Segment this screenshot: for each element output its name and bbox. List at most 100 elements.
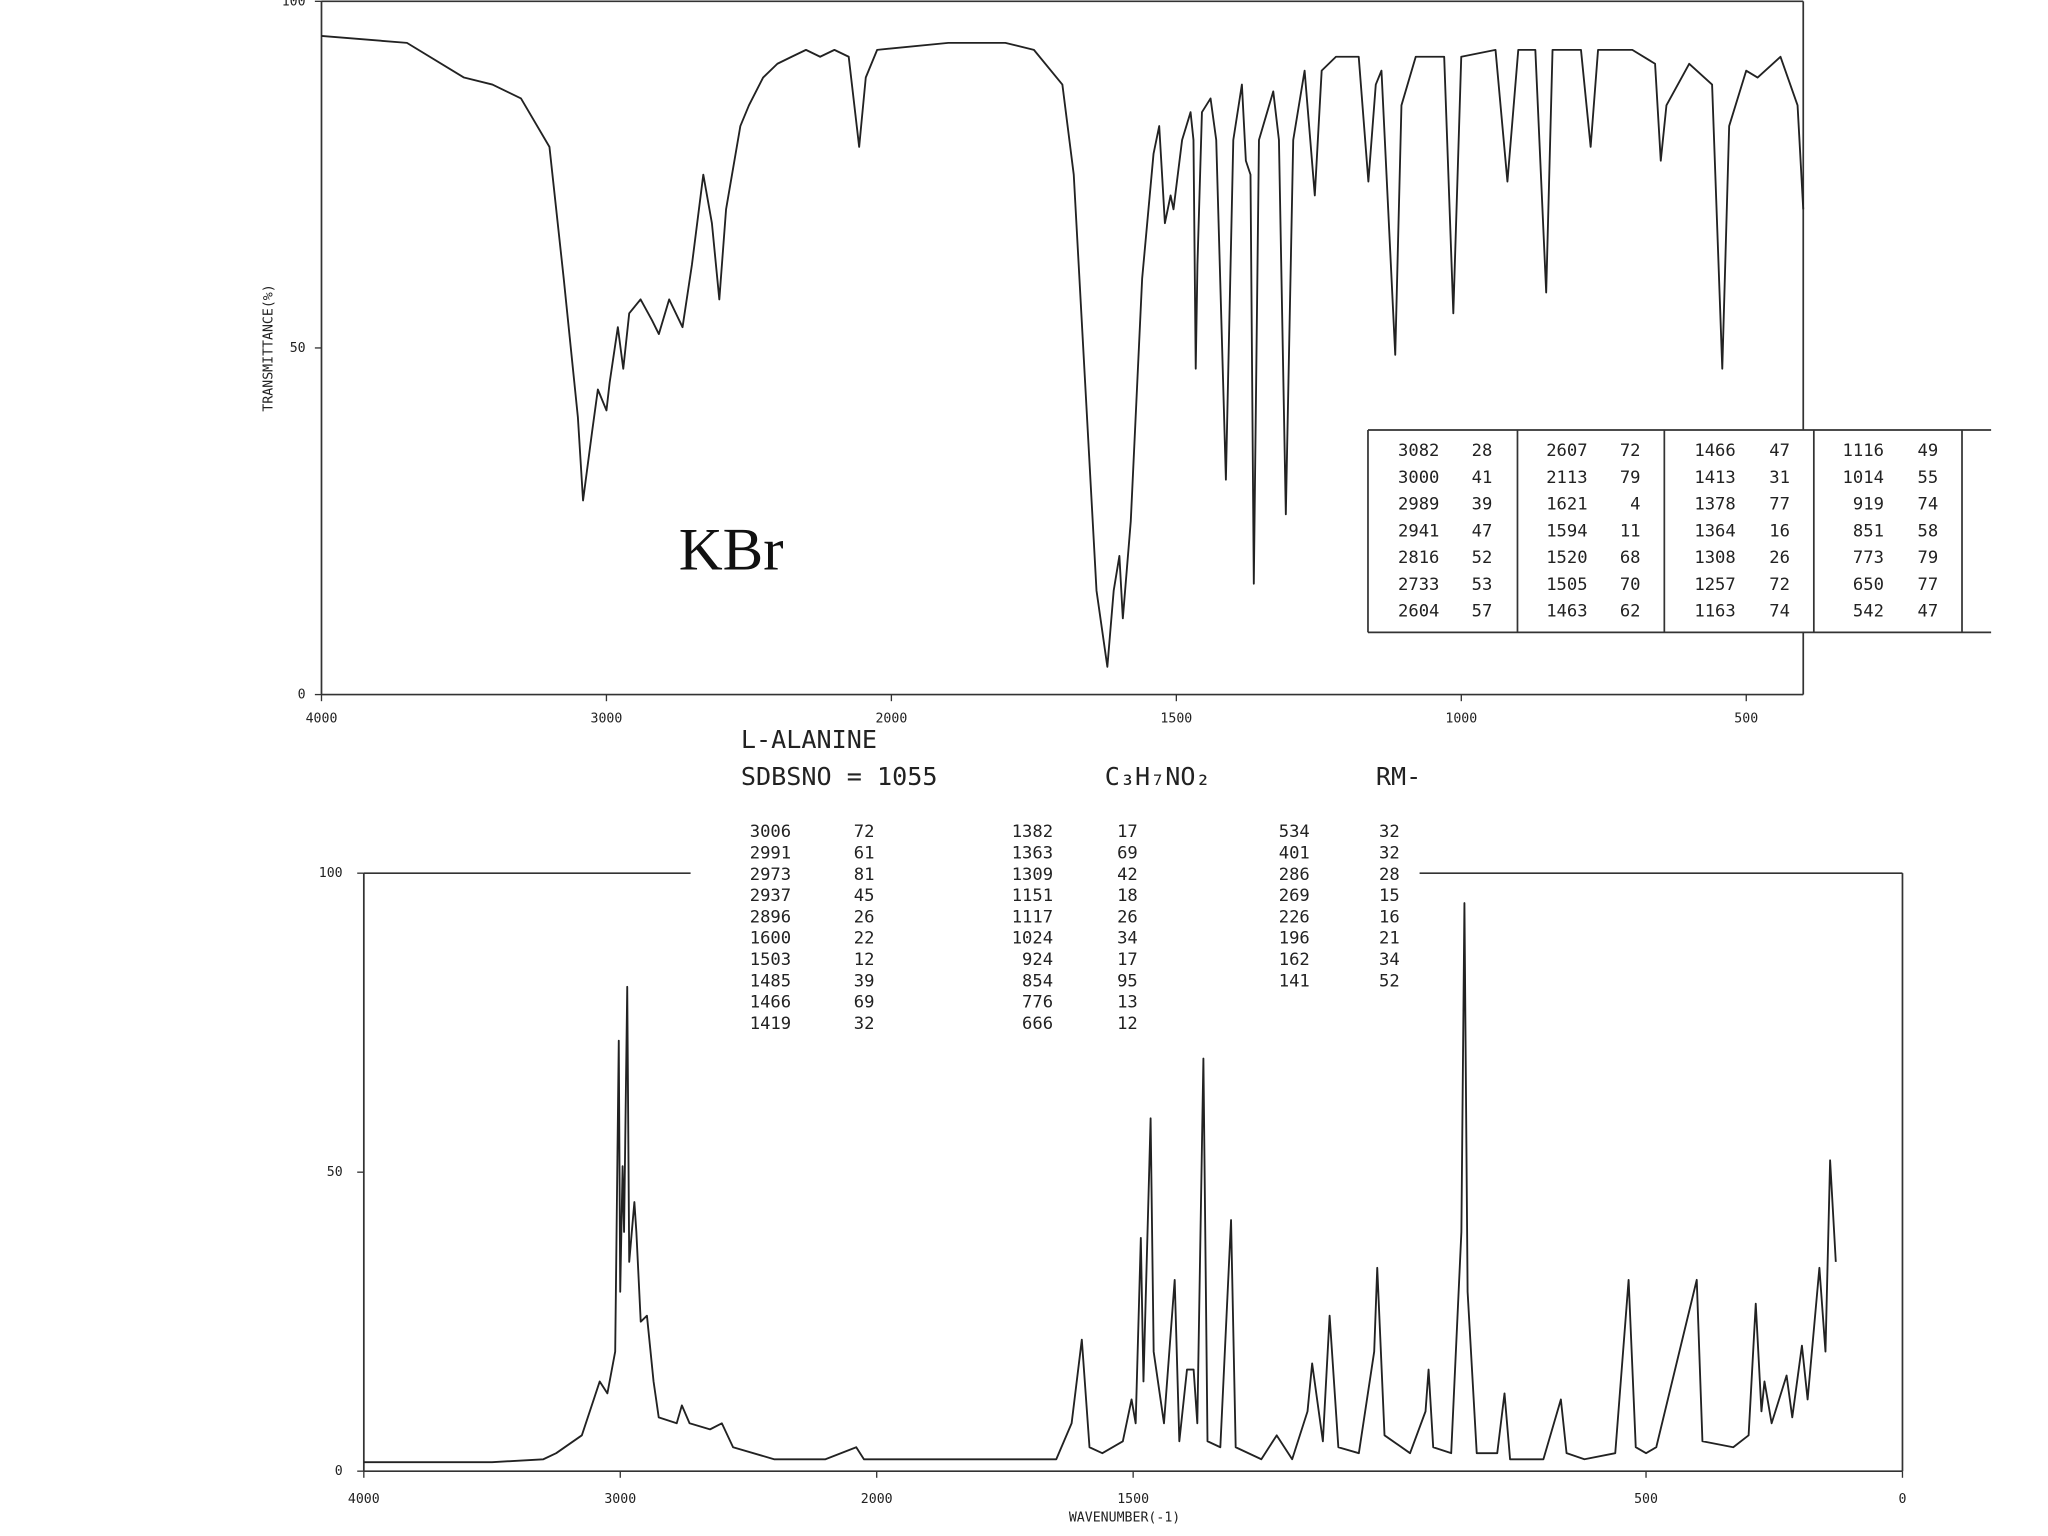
y-tick-label: 50 bbox=[327, 1165, 343, 1180]
x-tick-label: 1000 bbox=[1445, 711, 1477, 726]
peak-wavenumber: 1466 bbox=[1694, 441, 1735, 461]
peak-intensity: 4 bbox=[1630, 495, 1640, 515]
x-tick-label: 3000 bbox=[591, 711, 623, 726]
y-tick-label: 0 bbox=[335, 1464, 343, 1479]
peak-intensity: 72 bbox=[1769, 575, 1790, 595]
peak-wavenumber: 1485 bbox=[750, 971, 791, 991]
peak-wavenumber: 1463 bbox=[1546, 601, 1587, 621]
x-tick-label: 2000 bbox=[875, 711, 907, 726]
peak-intensity: 53 bbox=[1472, 575, 1493, 595]
peak-intensity: 15 bbox=[1379, 886, 1400, 906]
peak-intensity: 11 bbox=[1620, 521, 1641, 541]
peak-intensity: 72 bbox=[854, 822, 875, 842]
peak-wavenumber: 2989 bbox=[1398, 495, 1439, 515]
x-tick-label: 500 bbox=[1634, 1492, 1658, 1507]
peak-intensity: 69 bbox=[1117, 843, 1138, 863]
peak-wavenumber: 851 bbox=[1853, 521, 1884, 541]
compound-name: L-ALANINE bbox=[741, 725, 877, 754]
peak-intensity: 39 bbox=[854, 971, 875, 991]
peak-wavenumber: 1309 bbox=[1012, 865, 1053, 885]
peak-wavenumber: 3006 bbox=[750, 822, 791, 842]
peak-wavenumber: 2973 bbox=[750, 865, 791, 885]
peak-wavenumber: 1308 bbox=[1694, 548, 1735, 568]
peak-wavenumber: 1419 bbox=[750, 1014, 791, 1034]
peak-intensity: 74 bbox=[1917, 495, 1938, 515]
peak-intensity: 79 bbox=[1620, 468, 1641, 488]
x-tick-label: 1500 bbox=[1160, 711, 1192, 726]
peak-intensity: 77 bbox=[1769, 495, 1790, 515]
peak-intensity: 55 bbox=[1917, 468, 1938, 488]
peak-wavenumber: 1413 bbox=[1694, 468, 1735, 488]
peak-intensity: 61 bbox=[854, 843, 875, 863]
peak-intensity: 41 bbox=[1472, 468, 1493, 488]
peak-wavenumber: 1382 bbox=[1012, 822, 1053, 842]
peak-wavenumber: 1520 bbox=[1546, 548, 1587, 568]
peak-wavenumber: 666 bbox=[1022, 1014, 1053, 1034]
peak-wavenumber: 854 bbox=[1022, 971, 1053, 991]
y-tick-label: 50 bbox=[290, 341, 306, 356]
peak-intensity: 22 bbox=[854, 929, 875, 949]
peak-intensity: 57 bbox=[1472, 601, 1493, 621]
spectrum-line bbox=[321, 35, 1805, 668]
peak-intensity: 68 bbox=[1620, 548, 1641, 568]
peak-wavenumber: 269 bbox=[1279, 886, 1310, 906]
peak-intensity: 12 bbox=[854, 950, 875, 970]
peak-intensity: 32 bbox=[1379, 822, 1400, 842]
peak-intensity: 17 bbox=[1117, 950, 1138, 970]
peak-intensity: 39 bbox=[1472, 495, 1493, 515]
peak-intensity: 42 bbox=[1117, 865, 1138, 885]
peak-intensity: 62 bbox=[1620, 601, 1641, 621]
peak-intensity: 45 bbox=[854, 886, 875, 906]
peak-intensity: 26 bbox=[854, 907, 875, 927]
peak-wavenumber: 2816 bbox=[1398, 548, 1439, 568]
x-tick-label: 4000 bbox=[306, 711, 338, 726]
peak-intensity: 32 bbox=[1379, 843, 1400, 863]
peak-intensity: 18 bbox=[1117, 886, 1138, 906]
y-axis-label: TRANSMITTANCE(%) bbox=[262, 284, 277, 411]
peak-wavenumber: 1116 bbox=[1843, 441, 1884, 461]
peak-wavenumber: 924 bbox=[1022, 950, 1053, 970]
x-tick-label: 2000 bbox=[861, 1492, 893, 1507]
x-tick-label: 500 bbox=[1734, 711, 1758, 726]
y-tick-label: 100 bbox=[319, 866, 343, 881]
peak-wavenumber: 1466 bbox=[750, 993, 791, 1013]
spectrum-line bbox=[363, 902, 1837, 1464]
peak-wavenumber: 1151 bbox=[1012, 886, 1053, 906]
peak-intensity: 32 bbox=[854, 1014, 875, 1034]
peak-intensity: 81 bbox=[854, 865, 875, 885]
x-axis-label: WAVENUMBER(-1) bbox=[1069, 1510, 1180, 1525]
peak-intensity: 95 bbox=[1117, 971, 1138, 991]
peak-intensity: 47 bbox=[1769, 441, 1790, 461]
peak-wavenumber: 1503 bbox=[750, 950, 791, 970]
peak-intensity: 79 bbox=[1917, 548, 1938, 568]
ir-table-frame bbox=[1367, 429, 1992, 634]
peak-intensity: 28 bbox=[1379, 865, 1400, 885]
peak-intensity: 34 bbox=[1117, 929, 1138, 949]
peak-wavenumber: 773 bbox=[1853, 548, 1884, 568]
peak-intensity: 34 bbox=[1379, 950, 1400, 970]
peak-wavenumber: 1257 bbox=[1694, 575, 1735, 595]
formula: C₃H₇NO₂ bbox=[1105, 762, 1211, 791]
x-tick-label: 3000 bbox=[604, 1492, 636, 1507]
peak-intensity: 13 bbox=[1117, 993, 1138, 1013]
peak-wavenumber: 2896 bbox=[750, 907, 791, 927]
peak-wavenumber: 196 bbox=[1279, 929, 1310, 949]
annotation: KBr bbox=[679, 517, 784, 584]
peak-wavenumber: 1117 bbox=[1012, 907, 1053, 927]
peak-wavenumber: 2607 bbox=[1546, 441, 1587, 461]
sdbs-number: SDBSNO = 1055 bbox=[741, 762, 938, 791]
peak-wavenumber: 1024 bbox=[1012, 929, 1053, 949]
peak-intensity: 47 bbox=[1472, 521, 1493, 541]
peak-wavenumber: 141 bbox=[1279, 971, 1310, 991]
peak-wavenumber: 1594 bbox=[1546, 521, 1587, 541]
peak-intensity: 26 bbox=[1117, 907, 1138, 927]
peak-wavenumber: 2113 bbox=[1546, 468, 1587, 488]
peak-wavenumber: 162 bbox=[1279, 950, 1310, 970]
peak-wavenumber: 286 bbox=[1279, 865, 1310, 885]
peak-wavenumber: 542 bbox=[1853, 601, 1884, 621]
peak-intensity: 31 bbox=[1769, 468, 1790, 488]
peak-intensity: 74 bbox=[1769, 601, 1790, 621]
x-tick-label: 4000 bbox=[348, 1492, 380, 1507]
peak-wavenumber: 401 bbox=[1279, 843, 1310, 863]
